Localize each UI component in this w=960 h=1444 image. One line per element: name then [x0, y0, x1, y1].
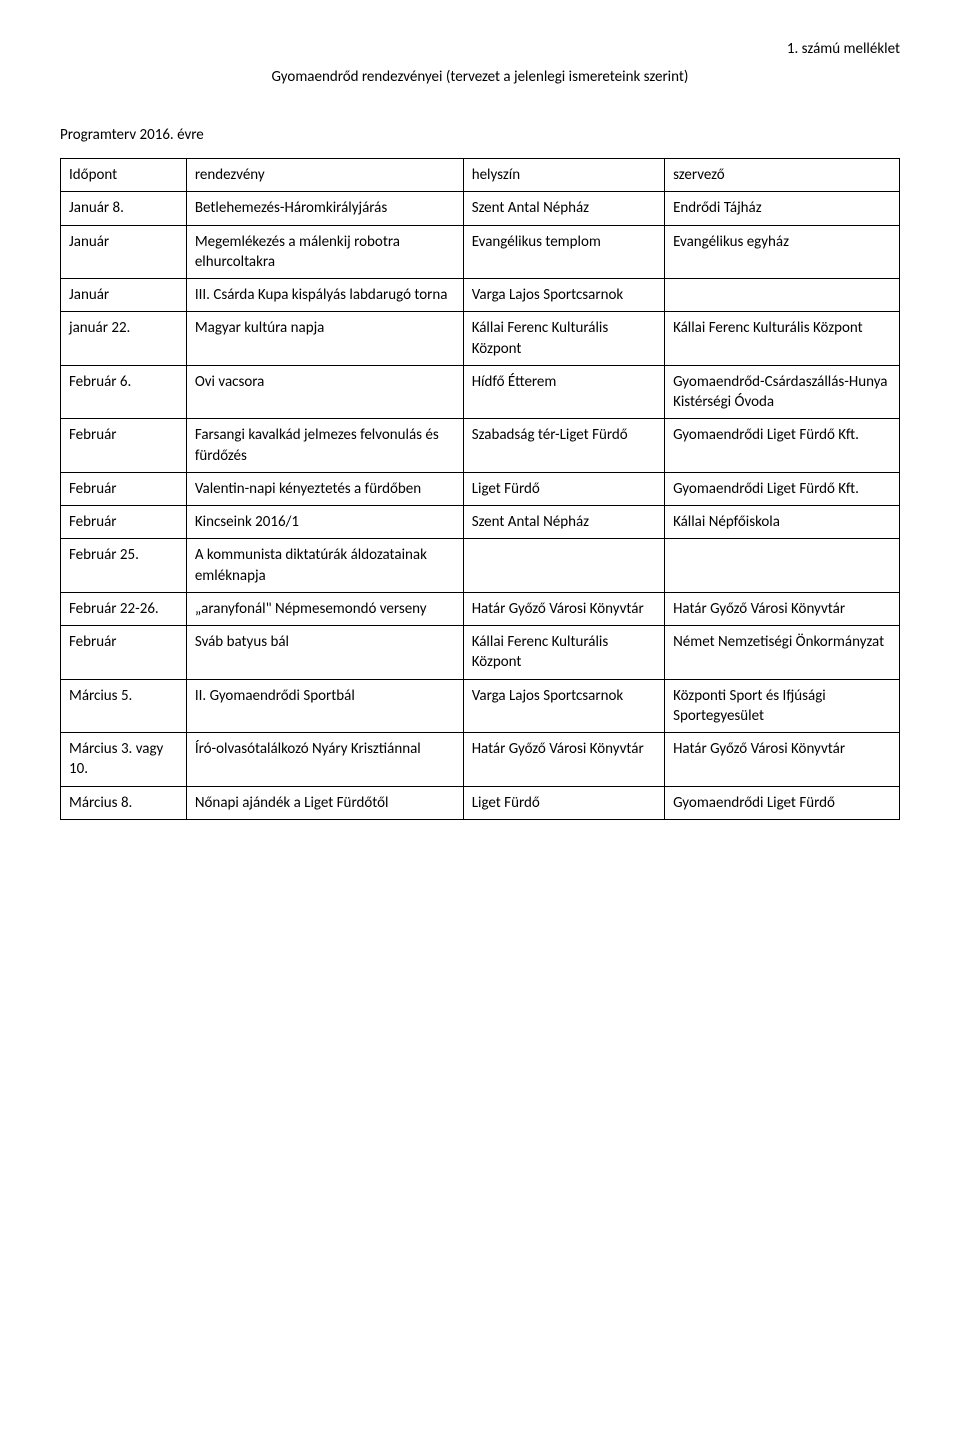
- table-cell: Ovi vacsora: [186, 365, 463, 419]
- table-cell: Február 6.: [61, 365, 187, 419]
- table-cell: Evangélikus egyház: [665, 225, 900, 279]
- table-cell: Gyomaendrőd-Csárdaszállás-Hunya Kistérsé…: [665, 365, 900, 419]
- table-cell: [665, 539, 900, 593]
- table-cell: [463, 539, 664, 593]
- table-cell: Író-olvasótalálkozó Nyáry Krisztiánnal: [186, 733, 463, 787]
- table-cell: Január 8.: [61, 192, 187, 225]
- table-cell: Határ Győző Városi Könyvtár: [463, 733, 664, 787]
- table-cell: Határ Győző Városi Könyvtár: [665, 592, 900, 625]
- attachment-number: 1. számú melléklet: [60, 40, 900, 58]
- table-cell: Nőnapi ajándék a Liget Fürdőtől: [186, 786, 463, 819]
- table-cell: A kommunista diktatúrák áldozatainak eml…: [186, 539, 463, 593]
- table-cell: Február 25.: [61, 539, 187, 593]
- table-cell: Gyomaendrődi Liget Fürdő Kft.: [665, 419, 900, 473]
- table-cell: Március 3. vagy 10.: [61, 733, 187, 787]
- table-row: Március 8.Nőnapi ajándék a Liget Fürdőtő…: [61, 786, 900, 819]
- table-cell: Kállai Ferenc Kulturális Központ: [463, 312, 664, 366]
- table-row: Március 5.II. Gyomaendrődi SportbálVarga…: [61, 679, 900, 733]
- table-cell: Gyomaendrődi Liget Fürdő Kft.: [665, 472, 900, 505]
- table-cell: Határ Győző Városi Könyvtár: [665, 733, 900, 787]
- table-cell: Megemlékezés a málenkij robotra elhurcol…: [186, 225, 463, 279]
- table-cell: szervező: [665, 159, 900, 192]
- table-cell: Gyomaendrődi Liget Fürdő: [665, 786, 900, 819]
- table-cell: helyszín: [463, 159, 664, 192]
- table-cell: Február 22-26.: [61, 592, 187, 625]
- table-cell: rendezvény: [186, 159, 463, 192]
- table-cell: „aranyfonál" Népmesemondó verseny: [186, 592, 463, 625]
- table-cell: Január: [61, 279, 187, 312]
- table-cell: Farsangi kavalkád jelmezes felvonulás és…: [186, 419, 463, 473]
- table-row: Január 8.Betlehemezés-HáromkirályjárásSz…: [61, 192, 900, 225]
- table-row: Február 22-26.„aranyfonál" Népmesemondó …: [61, 592, 900, 625]
- table-cell: Március 8.: [61, 786, 187, 819]
- table-cell: Endrődi Tájház: [665, 192, 900, 225]
- table-row: FebruárValentin-napi kényeztetés a fürdő…: [61, 472, 900, 505]
- table-cell: Február: [61, 472, 187, 505]
- table-row: FebruárSváb batyus bálKállai Ferenc Kult…: [61, 626, 900, 680]
- table-row: január 22.Magyar kultúra napjaKállai Fer…: [61, 312, 900, 366]
- table-cell: Határ Győző Városi Könyvtár: [463, 592, 664, 625]
- table-cell: Szabadság tér-Liget Fürdő: [463, 419, 664, 473]
- table-cell: Kállai Népfőiskola: [665, 506, 900, 539]
- table-cell: Március 5.: [61, 679, 187, 733]
- table-row: FebruárKincseink 2016/1Szent Antal Néphá…: [61, 506, 900, 539]
- table-cell: III. Csárda Kupa kispályás labdarugó tor…: [186, 279, 463, 312]
- table-cell: Liget Fürdő: [463, 472, 664, 505]
- table-cell: Magyar kultúra napja: [186, 312, 463, 366]
- table-cell: Szent Antal Népház: [463, 506, 664, 539]
- table-cell: Betlehemezés-Háromkirályjárás: [186, 192, 463, 225]
- table-row: FebruárFarsangi kavalkád jelmezes felvon…: [61, 419, 900, 473]
- table-cell: Sváb batyus bál: [186, 626, 463, 680]
- table-cell: Evangélikus templom: [463, 225, 664, 279]
- table-cell: Német Nemzetiségi Önkormányzat: [665, 626, 900, 680]
- table-cell: Kincseink 2016/1: [186, 506, 463, 539]
- table-cell: Varga Lajos Sportcsarnok: [463, 279, 664, 312]
- events-table: IdőpontrendezvényhelyszínszervezőJanuár …: [60, 158, 900, 820]
- table-cell: II. Gyomaendrődi Sportbál: [186, 679, 463, 733]
- table-cell: Hídfő Étterem: [463, 365, 664, 419]
- table-cell: Február: [61, 419, 187, 473]
- table-cell: Varga Lajos Sportcsarnok: [463, 679, 664, 733]
- table-row: JanuárMegemlékezés a málenkij robotra el…: [61, 225, 900, 279]
- table-cell: január 22.: [61, 312, 187, 366]
- table-cell: Időpont: [61, 159, 187, 192]
- table-cell: Szent Antal Népház: [463, 192, 664, 225]
- table-cell: Központi Sport és Ifjúsági Sportegyesüle…: [665, 679, 900, 733]
- document-subtitle: Gyomaendrőd rendezvényei (tervezet a jel…: [60, 68, 900, 86]
- table-row: JanuárIII. Csárda Kupa kispályás labdaru…: [61, 279, 900, 312]
- table-header-row: Időpontrendezvényhelyszínszervező: [61, 159, 900, 192]
- table-cell: Január: [61, 225, 187, 279]
- table-row: Február 6.Ovi vacsoraHídfő ÉtteremGyomae…: [61, 365, 900, 419]
- program-title: Programterv 2016. évre: [60, 126, 900, 144]
- table-cell: Kállai Ferenc Kulturális Központ: [463, 626, 664, 680]
- table-cell: Valentin-napi kényeztetés a fürdőben: [186, 472, 463, 505]
- table-cell: Február: [61, 506, 187, 539]
- table-cell: [665, 279, 900, 312]
- table-cell: Február: [61, 626, 187, 680]
- table-cell: Liget Fürdő: [463, 786, 664, 819]
- table-row: Március 3. vagy 10.Író-olvasótalálkozó N…: [61, 733, 900, 787]
- table-cell: Kállai Ferenc Kulturális Központ: [665, 312, 900, 366]
- table-row: Február 25.A kommunista diktatúrák áldoz…: [61, 539, 900, 593]
